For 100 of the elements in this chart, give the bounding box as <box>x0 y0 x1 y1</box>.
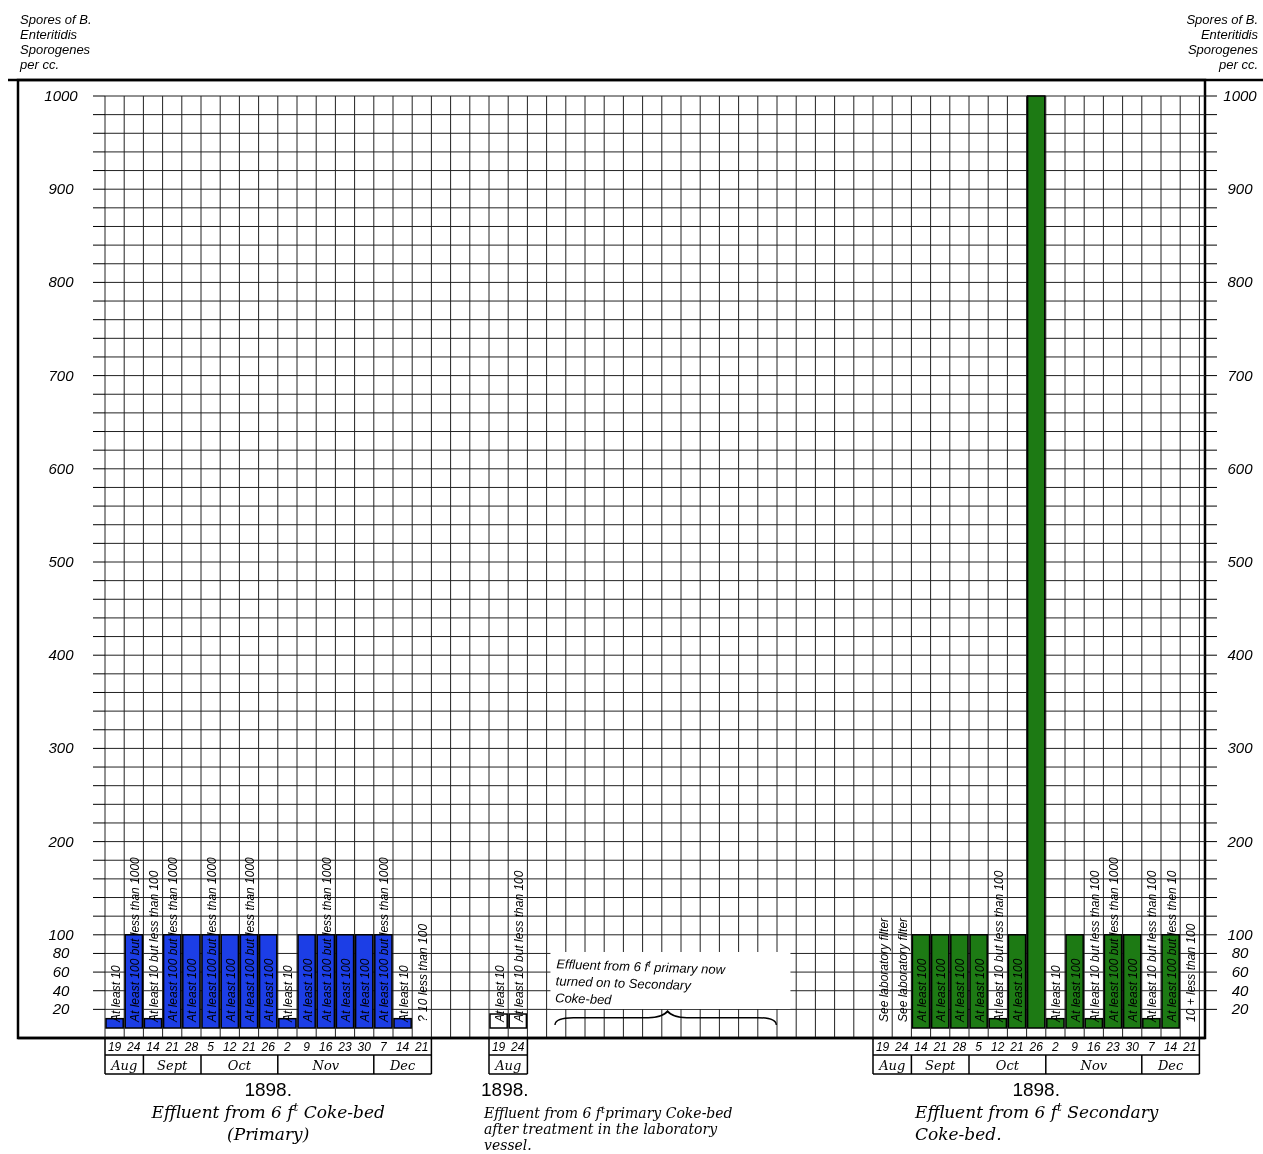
x-tick-label: 9 <box>303 1040 311 1054</box>
text: Nov <box>1079 1058 1108 1073</box>
y-tick-label: 500 <box>48 553 75 570</box>
text: Sept <box>157 1058 189 1073</box>
x-tick-label: 19 <box>491 1040 506 1054</box>
text: See laboratory filter <box>876 917 891 1022</box>
data-label: At least 100 but less than 1000 <box>243 856 257 1023</box>
x-tick-label: 28 <box>951 1040 967 1054</box>
data-label: At least 100 but less than 1000 <box>204 856 219 1023</box>
x-tick-label: 24 <box>126 1040 141 1054</box>
y2-tick-label: 60 <box>1231 963 1249 981</box>
text: Aug <box>110 1058 138 1073</box>
x-tick-label: 19 <box>875 1040 890 1054</box>
x-tick-label: 21 <box>1009 1040 1024 1054</box>
x-tick-label: 26 <box>1028 1040 1044 1054</box>
text: Oct <box>227 1058 252 1073</box>
x-axis-title: 1898. <box>244 1079 292 1100</box>
x-tick-label: 14 <box>146 1040 160 1054</box>
x-tick-label: 21 <box>414 1040 429 1054</box>
x-tick-label: 5 <box>975 1040 983 1054</box>
x-tick-label: 26 <box>260 1040 276 1054</box>
x-tick-label: 7 <box>1148 1040 1157 1054</box>
y2-tick-label: 600 <box>1227 459 1254 477</box>
y2-tick-label: 100 <box>1227 925 1254 943</box>
text: Effluent from 6 f$^{t}$primary Coke-bed after treatment in the laboratory vessel. <box>483 1103 733 1153</box>
y2-tick-label: 700 <box>1227 366 1254 384</box>
y2-tick-label: 20 <box>1230 1000 1249 1018</box>
y-tick-label: 40 <box>52 981 70 999</box>
text: Sept <box>925 1058 957 1073</box>
chart-title: Effluent from 6 f$^{t}$ Secondary Coke-bed. <box>915 1100 1159 1144</box>
text: Effluent from 6 f$^{t}$ primary now turned on to Secondary Coke-bed <box>554 956 727 1008</box>
text: Effluent from 6 f$^{t}$ Coke-bed (Primary) <box>150 1100 386 1144</box>
text: Nov <box>311 1058 340 1073</box>
y2-tick-label: 800 <box>1227 273 1254 291</box>
x-tick-label: 14 <box>1163 1040 1178 1054</box>
data-label: At least 10 but less than 100 <box>511 870 526 1023</box>
data-label: At least 100 <box>972 958 987 1023</box>
x-tick-label: 21 <box>164 1040 179 1054</box>
text: Dec <box>1156 1058 1185 1073</box>
data-label: At least 100 <box>915 958 929 1023</box>
text: Oct <box>995 1058 1020 1073</box>
x-tick-label: 23 <box>337 1040 352 1054</box>
y2-tick-label: 1000 <box>1223 87 1258 104</box>
x-tick-label: 7 <box>380 1040 389 1054</box>
data-label: At least 100 <box>934 958 949 1023</box>
y-tick-label: 800 <box>48 273 75 291</box>
y-tick-label: 1000 <box>44 87 79 104</box>
y2-tick-label: 400 <box>1227 646 1254 664</box>
x-tick-label: 12 <box>223 1040 237 1054</box>
x-tick-label: 14 <box>395 1040 410 1054</box>
y-tick-label: 300 <box>48 739 75 757</box>
text: 10 + less than 100 <box>1183 923 1198 1022</box>
x-axis-title: 1898. <box>1012 1079 1060 1100</box>
data-label: At least 100 <box>1126 958 1141 1023</box>
x-tick-label: 12 <box>991 1040 1005 1054</box>
y2-tick-label: 500 <box>1227 553 1254 570</box>
y-tick-label: 80 <box>52 944 70 962</box>
data-label: At least 100 <box>1011 958 1025 1023</box>
text: ? 10 less than 100 <box>415 923 430 1022</box>
y2-axis-title: Spores of B. Enteritidis Sporogenes per cc. <box>1186 12 1259 72</box>
y2-tick-label: 40 <box>1231 981 1249 999</box>
data-label: At least 100 <box>300 958 315 1023</box>
data-label: At least 100 but less than 1000 <box>319 856 334 1023</box>
x-tick-label: 2 <box>1051 1040 1060 1054</box>
x-tick-label: 24 <box>510 1040 525 1054</box>
data-label: At least 100 <box>1068 958 1083 1023</box>
y2-tick-label: 200 <box>1226 832 1254 850</box>
text: Aug <box>494 1058 522 1073</box>
y-tick-label: 600 <box>48 459 75 477</box>
y-tick-label: 100 <box>48 925 75 943</box>
data-label: At least 100 <box>953 958 968 1023</box>
x-tick-label: 30 <box>357 1040 372 1054</box>
y-axis-title: Spores of B. Enteritidis Sporogenes per cc. <box>19 12 92 72</box>
data-label: At least 100 <box>262 958 277 1023</box>
data-label: At least 100 <box>223 958 238 1023</box>
y-tick-label: 400 <box>48 646 75 664</box>
x-tick-label: 2 <box>283 1040 292 1054</box>
x-tick-label: 19 <box>107 1040 122 1054</box>
x-tick-label: 23 <box>1105 1040 1120 1054</box>
x-tick-label: 30 <box>1125 1040 1140 1054</box>
text: Aug <box>878 1058 906 1073</box>
y-tick-label: 20 <box>51 1000 70 1018</box>
y-tick-label: 700 <box>48 366 75 384</box>
x-tick-label: 21 <box>1182 1040 1197 1054</box>
text: Dec <box>388 1058 417 1073</box>
x-tick-label: 5 <box>207 1040 215 1054</box>
x-tick-label: 16 <box>1087 1040 1101 1054</box>
data-label: At least 100 <box>358 958 373 1023</box>
data-label: At least 100 but less than 1000 <box>377 856 392 1023</box>
y-tick-label: 900 <box>48 180 75 198</box>
y2-tick-label: 80 <box>1231 944 1249 962</box>
x-axis-title: 1898. <box>481 1079 529 1100</box>
x-tick-label: 16 <box>319 1040 333 1054</box>
y2-tick-label: 900 <box>1227 180 1254 198</box>
x-tick-label: 14 <box>914 1040 928 1054</box>
data-label: At least 100 but less than 1000 <box>127 856 142 1023</box>
y-tick-label: 200 <box>47 832 75 850</box>
y2-tick-label: 300 <box>1227 739 1254 757</box>
data-label: At least 100 <box>339 958 353 1023</box>
data-label: At least 10 <box>492 964 507 1023</box>
